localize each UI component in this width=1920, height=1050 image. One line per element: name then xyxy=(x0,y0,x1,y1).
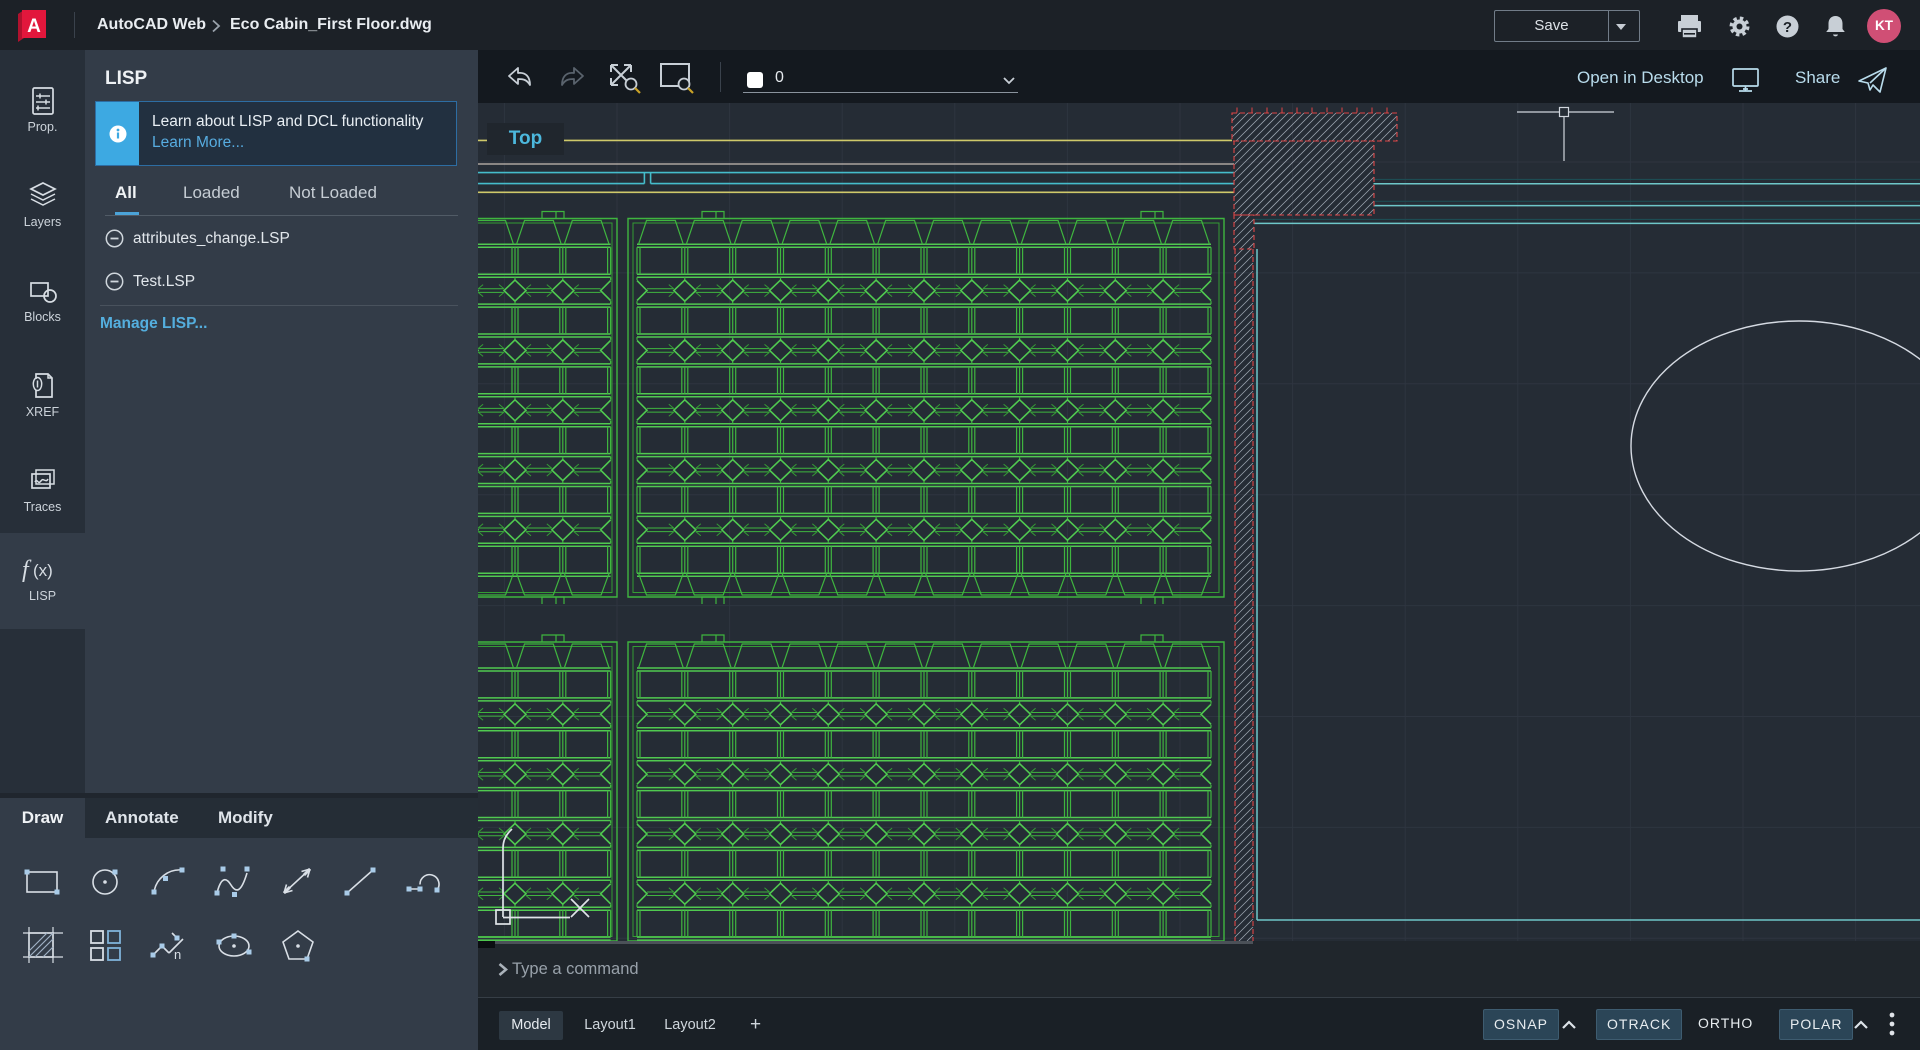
svg-text:A: A xyxy=(27,16,41,37)
svg-text:f: f xyxy=(22,557,32,583)
svg-text:n: n xyxy=(174,947,181,962)
svg-text:(x): (x) xyxy=(33,561,53,580)
svg-text:?: ? xyxy=(1783,19,1792,36)
